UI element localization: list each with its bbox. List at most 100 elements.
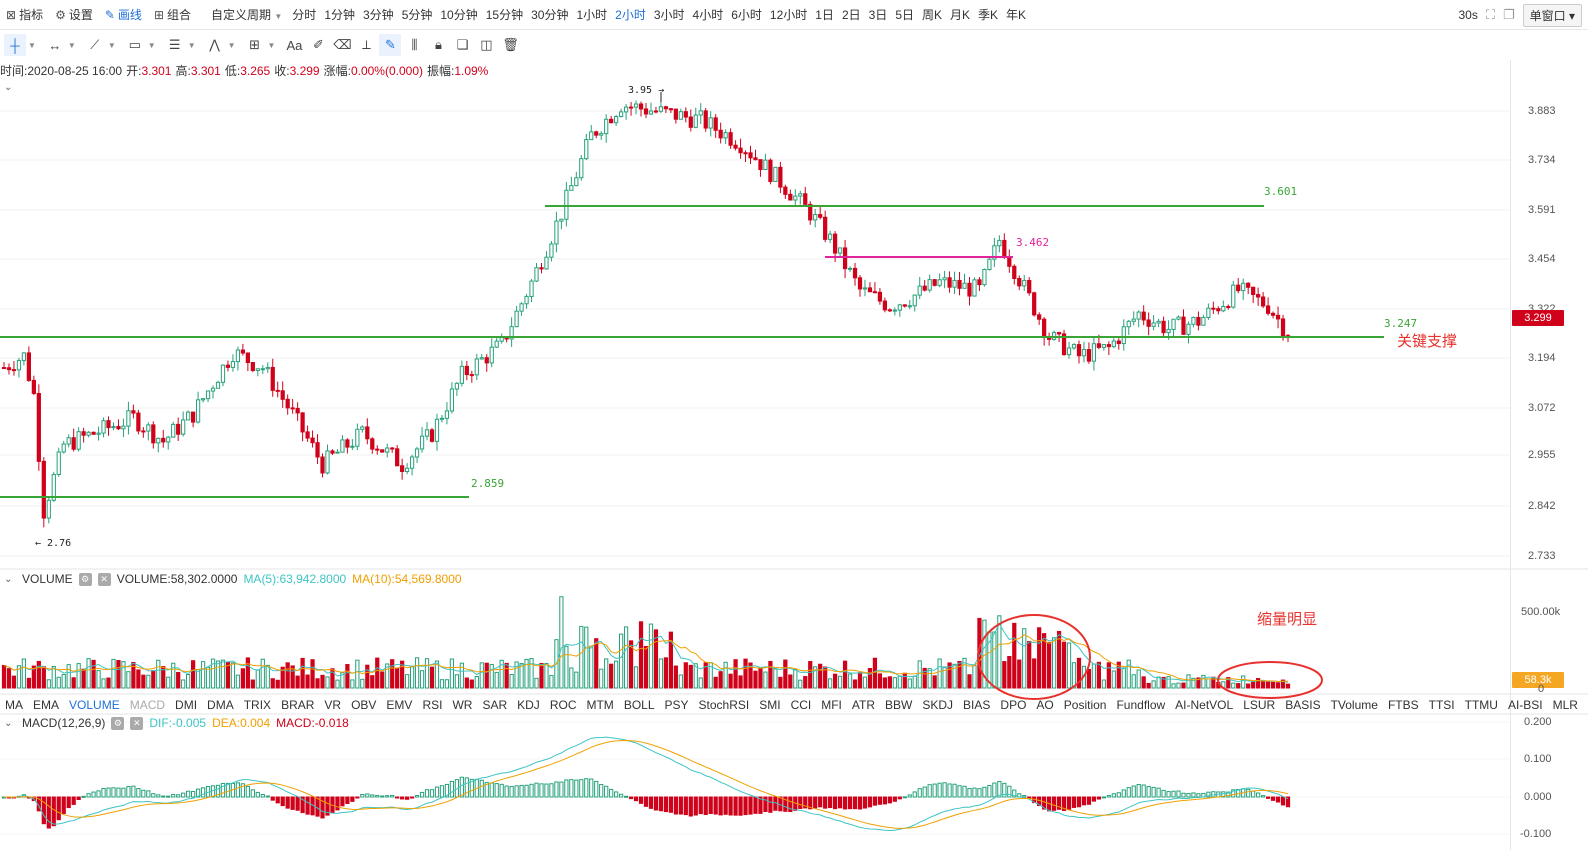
collapse-chevron-icon[interactable]: ⌄ [4, 574, 13, 585]
indicator-tab-obv[interactable]: OBV [351, 698, 377, 712]
window-select[interactable]: 单窗口 ▾ [1522, 3, 1582, 27]
period-13[interactable]: 1日 [815, 8, 834, 22]
collapse-chevron-icon[interactable]: ⌄ [4, 82, 13, 93]
indicator-tab-lsur[interactable]: LSUR [1243, 698, 1276, 712]
indicator-tab-ai-netvol[interactable]: AI-NetVOL [1175, 698, 1234, 712]
indicators-button[interactable]: ⊠ 指标 [6, 7, 44, 23]
chevron-down-icon[interactable]: ▼ [107, 40, 116, 50]
trash-icon[interactable]: 🗑︎ [502, 37, 519, 52]
chevron-down-icon[interactable]: ▼ [227, 40, 236, 50]
period-9[interactable]: 3小时 [653, 8, 685, 22]
chevron-down-icon[interactable]: ▼ [67, 40, 76, 50]
indicator-tab-tvolume[interactable]: TVolume [1330, 698, 1378, 712]
refresh-interval[interactable]: 30s [1458, 8, 1478, 22]
chevron-down-icon[interactable]: ▼ [147, 40, 156, 50]
fullscreen-icon[interactable]: ⛶ [1485, 7, 1495, 22]
indicator-tab-mfi[interactable]: MFI [821, 698, 842, 712]
period-17[interactable]: 周K [922, 8, 943, 22]
parallel-channel-tool-icon[interactable]: ☰ [168, 37, 181, 52]
period-8[interactable]: 2小时 [615, 8, 646, 22]
period-14[interactable]: 2日 [841, 8, 861, 22]
period-4[interactable]: 10分钟 [440, 8, 478, 22]
chevron-down-icon[interactable]: ▼ [187, 40, 196, 50]
period-12[interactable]: 12小时 [769, 8, 808, 22]
period-3[interactable]: 5分钟 [401, 8, 433, 22]
indicator-tab-kdj[interactable]: KDJ [517, 698, 540, 712]
indicator-tab-mtm[interactable]: MTM [586, 698, 614, 712]
settings-button[interactable]: ⚙ 设置 [55, 7, 93, 23]
close-icon[interactable]: ✕ [97, 572, 111, 586]
indicator-tab-smi[interactable]: SMI [759, 698, 781, 712]
indicator-tab-ai-bsi[interactable]: AI-BSI [1507, 698, 1543, 712]
period-16[interactable]: 5日 [895, 8, 914, 22]
indicator-tab-dpo[interactable]: DPO [1000, 698, 1027, 712]
period-18[interactable]: 月K [950, 8, 971, 22]
indicator-tab-stochrsi[interactable]: StochRSI [698, 698, 750, 712]
period-2[interactable]: 3分钟 [363, 8, 394, 22]
ruler-tool-icon[interactable]: ⟂ [362, 37, 371, 52]
indicator-tab-boll[interactable]: BOLL [623, 698, 655, 712]
indicator-tab-macd[interactable]: MACD [129, 698, 166, 712]
indicator-tab-dmi[interactable]: DMI [175, 698, 198, 712]
collapse-chevron-icon[interactable]: ⌄ [4, 718, 13, 729]
crosshair-tool-icon[interactable]: ┼ [4, 34, 26, 56]
copy-icon[interactable]: ❏ [456, 37, 469, 52]
close-icon[interactable]: ✕ [130, 716, 144, 730]
chevron-down-icon[interactable]: ▼ [267, 40, 276, 50]
indicator-tab-cci[interactable]: CCI [790, 698, 812, 712]
indicator-tab-vr[interactable]: VR [324, 698, 342, 712]
indicator-tab-sar[interactable]: SAR [482, 698, 508, 712]
lock-icon[interactable]: 🔒︎ [434, 37, 442, 52]
indicator-tab-atr[interactable]: ATR [851, 698, 876, 712]
indicator-tab-skdj[interactable]: SKDJ [922, 698, 954, 712]
combo-button[interactable]: ⊞ 组合 [153, 7, 192, 23]
period-20[interactable]: 年K [1006, 8, 1027, 22]
gear-icon[interactable]: ⚙ [78, 572, 92, 586]
text-tool-icon[interactable]: Aa [286, 37, 303, 53]
period-0[interactable]: 分时 [292, 8, 317, 22]
horizontal-ray-tool-icon[interactable]: ↔ [48, 37, 62, 53]
period-5[interactable]: 15分钟 [485, 8, 524, 22]
period-7[interactable]: 1小时 [576, 8, 608, 22]
period-15[interactable]: 3日 [868, 8, 888, 22]
trend-line-tool-icon[interactable]: ⟋ [90, 37, 100, 52]
indicator-tab-bbw[interactable]: BBW [885, 698, 913, 712]
indicator-tab-ttsi[interactable]: TTSI [1428, 698, 1455, 712]
indicator-tab-volume[interactable]: VOLUME [69, 698, 120, 712]
indicator-tab-emv[interactable]: EMV [386, 698, 413, 712]
brush-tool-icon[interactable]: ✐ [313, 37, 324, 52]
rectangle-tool-icon[interactable]: ▭ [128, 37, 141, 52]
indicator-tab-ema[interactable]: EMA [33, 698, 60, 712]
indicator-tab-ttmu[interactable]: TTMU [1464, 698, 1498, 712]
period-1[interactable]: 1分钟 [324, 8, 355, 22]
bar-pattern-tool-icon[interactable]: ⫼ [411, 37, 418, 52]
indicator-tab-rsi[interactable]: RSI [422, 698, 443, 712]
draw-button[interactable]: ✎ 画线 [104, 7, 142, 23]
period-6[interactable]: 30分钟 [531, 8, 569, 22]
indicator-tab-ao[interactable]: AO [1036, 698, 1054, 712]
pen-tool-icon[interactable]: ✎ [379, 34, 402, 56]
indicator-tab-basis[interactable]: BASIS [1285, 698, 1321, 712]
period-11[interactable]: 6小时 [731, 8, 762, 22]
indicator-tab-brar[interactable]: BRAR [281, 698, 315, 712]
wave-tool-icon[interactable]: ⋀ [209, 37, 220, 52]
measure-tool-icon[interactable]: ⊞ [249, 37, 260, 52]
indicator-tab-dma[interactable]: DMA [207, 698, 234, 712]
indicator-tab-fundflow[interactable]: Fundflow [1116, 698, 1166, 712]
custom-period-dropdown[interactable]: 自定义周期 ▼ [211, 8, 283, 22]
indicator-tab-wr[interactable]: WR [452, 698, 473, 712]
indicator-tab-bias[interactable]: BIAS [963, 698, 991, 712]
indicator-tab-ftbs[interactable]: FTBS [1387, 698, 1419, 712]
eraser-tool-icon[interactable]: ⌫ [333, 37, 352, 52]
gear-icon[interactable]: ⚙ [111, 716, 125, 730]
indicator-tab-position[interactable]: Position [1063, 698, 1107, 712]
indicator-tab-mlr[interactable]: MLR [1552, 698, 1578, 712]
chevron-down-icon[interactable]: ▼ [28, 40, 36, 50]
restore-icon[interactable]: ❐ [1502, 7, 1515, 22]
indicator-tab-trix[interactable]: TRIX [243, 698, 272, 712]
hide-icon[interactable]: ◫ [480, 37, 493, 52]
period-10[interactable]: 4小时 [692, 8, 724, 22]
period-19[interactable]: 季K [978, 8, 999, 22]
indicator-tab-roc[interactable]: ROC [549, 698, 577, 712]
indicator-tab-ma[interactable]: MA [5, 698, 23, 712]
